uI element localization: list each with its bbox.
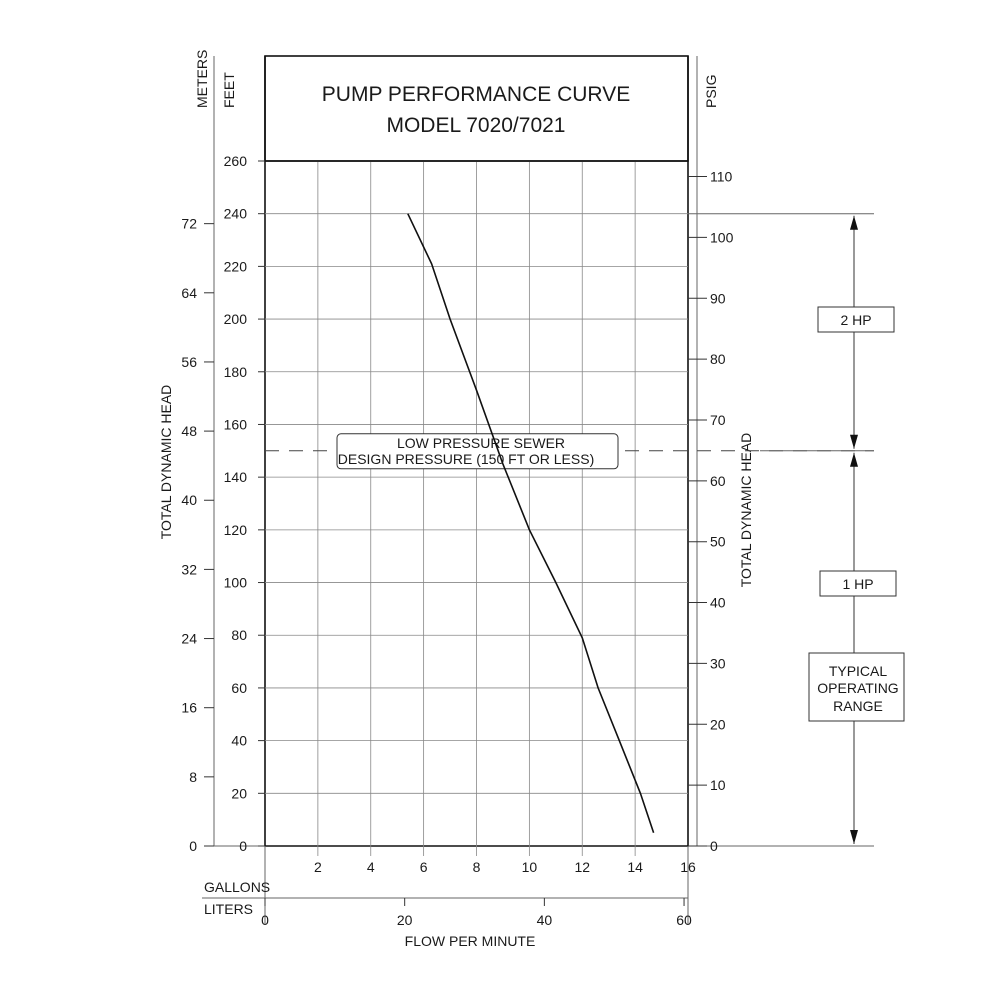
design-pressure-label-box: [336, 433, 619, 470]
feet-tick-label: 180: [224, 364, 248, 380]
psig-tick-label: 50: [710, 534, 726, 550]
hp-1-label: 1 HP: [842, 576, 873, 592]
meters-tick-label: 32: [181, 561, 197, 577]
gallons-tick-label: 10: [522, 859, 538, 875]
meters-tick-label: 24: [181, 631, 197, 647]
meters-tick-label: 56: [181, 354, 197, 370]
design-pressure-label-line1: LOW PRESSURE SEWER: [397, 435, 565, 451]
feet-tick-label: 140: [224, 469, 248, 485]
meters-unit-label: METERS: [194, 50, 210, 108]
arrow-down-icon: [850, 830, 858, 844]
x-axis-title: FLOW PER MINUTE: [405, 933, 536, 949]
axes-layer: [202, 56, 874, 924]
right-axis-title: TOTAL DYNAMIC HEAD: [738, 433, 754, 588]
meters-tick-label: 16: [181, 700, 197, 716]
gallons-tick-label: 12: [574, 859, 590, 875]
feet-tick-label: 0: [239, 838, 247, 854]
hp-2-label: 2 HP: [840, 312, 871, 328]
gallons-tick-label: 16: [680, 859, 696, 875]
left-axis-title: TOTAL DYNAMIC HEAD: [158, 385, 174, 540]
psig-tick-label: 110: [710, 169, 733, 185]
psig-tick-label: 60: [710, 473, 726, 489]
operating-range-annotation: [688, 213, 874, 844]
meters-tick-label: 64: [181, 285, 197, 301]
psig-tick-label: 80: [710, 351, 726, 367]
tick-layer: 0204060801001201401601802002202402600816…: [181, 153, 733, 928]
series-line-pump-curve: [407, 213, 655, 834]
psig-tick-label: 30: [710, 655, 726, 671]
chart-title-line2: MODEL 7020/7021: [386, 114, 565, 137]
hp-1-label-box: [819, 570, 897, 597]
liters-unit-label: LITERS: [204, 901, 253, 917]
psig-tick-label: 0: [710, 838, 718, 854]
psig-tick-label: 70: [710, 412, 726, 428]
typical-range-label-line2: OPERATING: [817, 680, 898, 696]
hp-2-label-box: [817, 306, 895, 333]
grid-layer: [265, 161, 688, 856]
design-pressure-label-line2: DESIGN PRESSURE (150 FT OR LESS): [338, 451, 594, 467]
psig-tick-label: 40: [710, 595, 726, 611]
gallons-tick-label: 6: [420, 859, 428, 875]
psig-tick-label: 10: [710, 777, 726, 793]
feet-tick-label: 200: [224, 311, 248, 327]
chart-title-line1: PUMP PERFORMANCE CURVE: [322, 83, 630, 106]
feet-tick-label: 160: [224, 416, 248, 432]
meters-tick-label: 48: [181, 423, 197, 439]
arrow-down-icon: [850, 434, 858, 449]
gallons-tick-label: 8: [473, 859, 481, 875]
gallons-tick-label: 2: [314, 859, 322, 875]
feet-tick-label: 240: [224, 206, 248, 222]
feet-tick-label: 20: [231, 785, 247, 801]
psig-unit-label: PSIG: [703, 75, 719, 108]
feet-tick-label: 80: [231, 627, 247, 643]
liters-tick-label: 40: [537, 912, 553, 928]
arrow-up-icon: [850, 452, 858, 467]
psig-tick-label: 100: [710, 229, 734, 245]
gallons-tick-label: 14: [627, 859, 643, 875]
meters-tick-label: 72: [181, 216, 197, 232]
feet-unit-label: FEET: [221, 72, 237, 108]
gallons-unit-label: GALLONS: [204, 879, 270, 895]
typical-range-label-line1: TYPICAL: [829, 663, 888, 679]
feet-tick-label: 260: [224, 153, 248, 169]
meters-tick-label: 40: [181, 492, 197, 508]
gallons-tick-label: 4: [367, 859, 375, 875]
feet-tick-label: 40: [231, 733, 247, 749]
liters-tick-label: 0: [261, 912, 269, 928]
typical-range-label-line3: RANGE: [833, 698, 883, 714]
feet-tick-label: 100: [224, 575, 248, 591]
typical-range-label-box: [808, 652, 905, 722]
meters-tick-label: 8: [189, 769, 197, 785]
liters-tick-label: 20: [397, 912, 413, 928]
title-box: [264, 55, 689, 162]
feet-tick-label: 120: [224, 522, 248, 538]
meters-tick-label: 0: [189, 838, 197, 854]
feet-tick-label: 220: [224, 258, 248, 274]
psig-tick-label: 20: [710, 716, 726, 732]
arrow-up-icon: [850, 215, 858, 230]
feet-tick-label: 60: [231, 680, 247, 696]
psig-tick-label: 90: [710, 290, 726, 306]
liters-tick-label: 60: [676, 912, 692, 928]
